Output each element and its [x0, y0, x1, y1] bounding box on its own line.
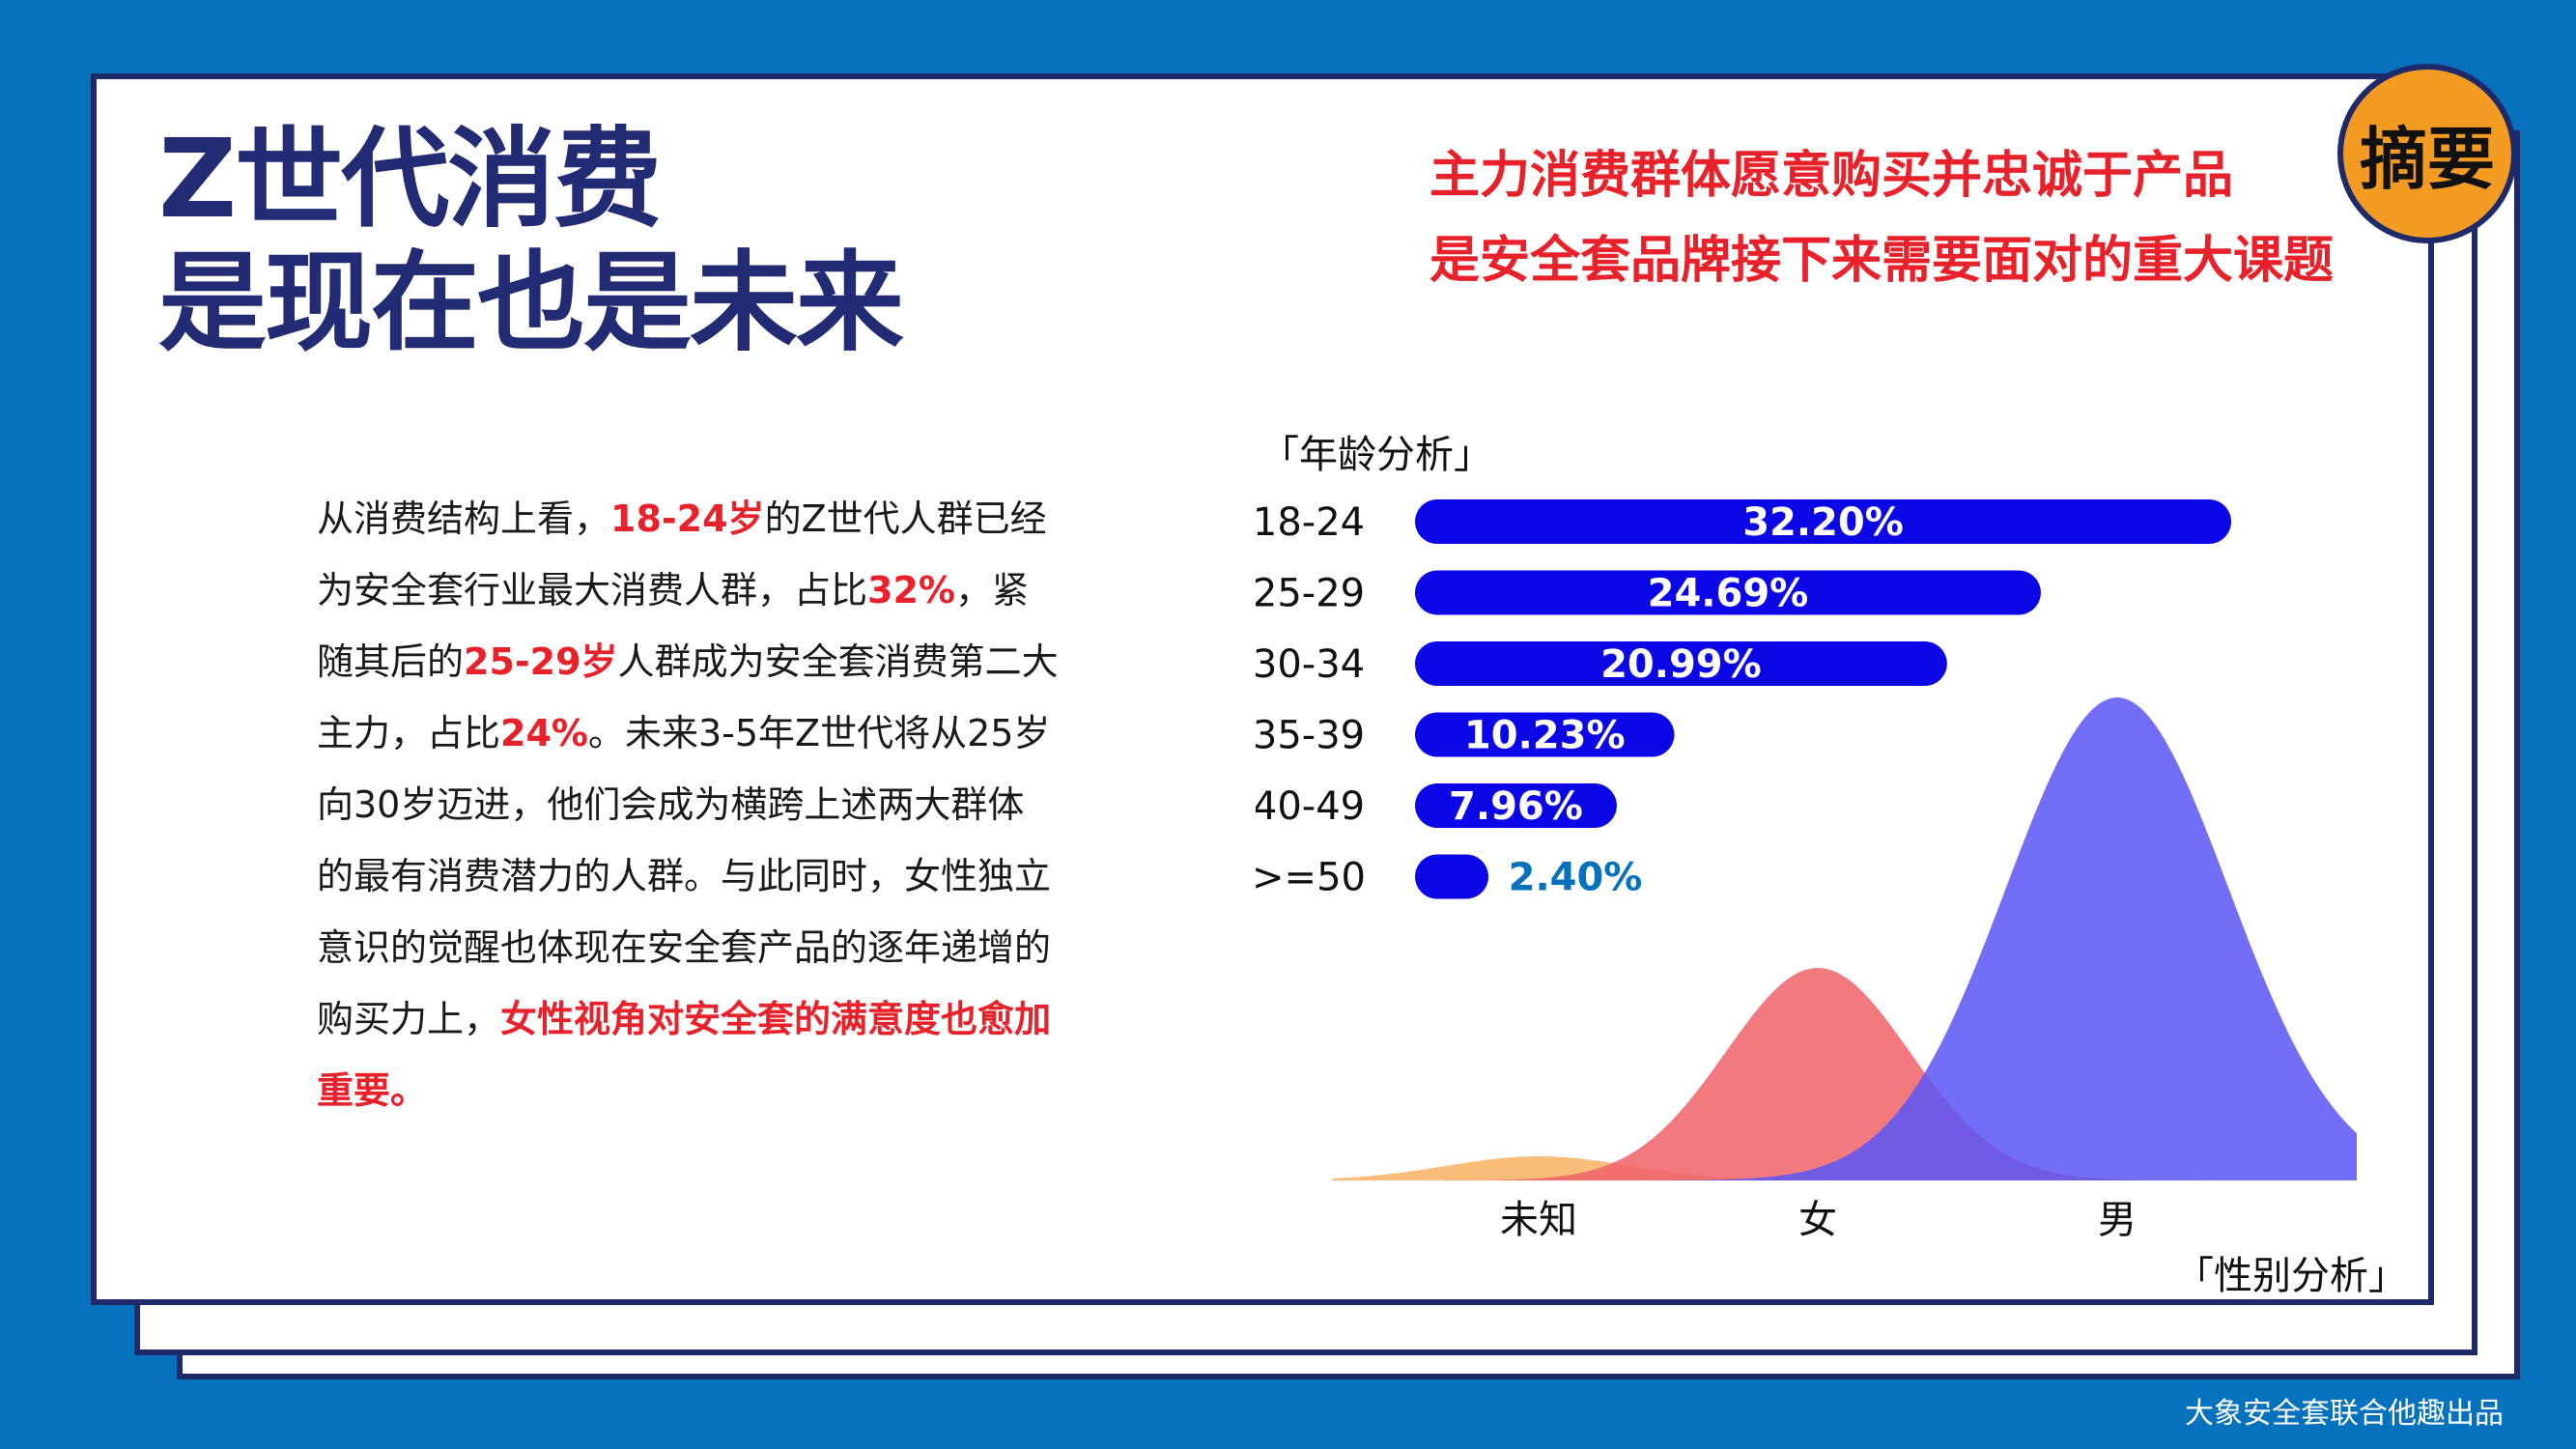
age-category-label: 35-39	[1256, 714, 1365, 758]
highlight-text: 18-24岁	[610, 497, 765, 540]
summary-line-1: 主力消费群体愿意购买并忠诚于产品	[1430, 147, 2234, 205]
gender-category-label: 未知	[1500, 1198, 1577, 1242]
summary: 主力消费群体愿意购买并忠诚于产品 是安全套品牌接下来需要面对的重大课题	[1430, 133, 2405, 303]
gender-curve-2	[1333, 697, 2357, 1180]
badge-label: 摘要	[2360, 119, 2495, 199]
page-title: Z世代消费 是现在也是未来	[158, 117, 904, 366]
body-text-segment: 人群成为安全套消费第二大主力，占比	[317, 640, 1059, 754]
gender-curve-1	[1333, 968, 2357, 1180]
age-value-label: 7.96%	[1449, 784, 1583, 829]
highlight-text: 24%	[500, 712, 588, 754]
age-category-label: 25-29	[1256, 572, 1365, 616]
body-text-segment: 。未来3-5年Z世代将从25岁向30岁迈进，他们会成为横跨上述两大群体的最有消费…	[317, 712, 1052, 1040]
body-text-segment: ，紧随其后的	[317, 569, 1029, 683]
age-bar	[1415, 499, 2231, 544]
summary-badge: 摘要	[2337, 64, 2517, 243]
body-text-segment: 从消费结构上看，	[317, 497, 611, 540]
gender-category-label: 女	[1798, 1198, 1837, 1242]
age-bar	[1415, 783, 1617, 828]
age-category-label: 40-49	[1256, 784, 1365, 829]
age-bar	[1415, 712, 1675, 757]
highlight-text: 女性视角对安全套的满意度也愈加重要。	[317, 998, 1052, 1112]
age-bar-chart: 18-24 32.20% 25-29 24.69% 30-34 20.99% 35-39 10…	[1256, 499, 2231, 900]
age-value-label: 10.23%	[1464, 714, 1626, 758]
title-line-2: 是现在也是未来	[158, 241, 904, 366]
title-line-1: Z世代消费	[158, 117, 662, 242]
summary-line-2: 是安全套品牌接下来需要面对的重大课题	[1430, 232, 2335, 290]
highlight-text: 25-29岁	[464, 640, 618, 683]
age-chart-title: 「年龄分析」	[1260, 433, 1492, 477]
body-paragraph: 从消费结构上看，18-24岁的Z世代人群已经为安全套行业最大消费人群，占比32%…	[317, 483, 1061, 1126]
age-bar	[1415, 641, 1947, 686]
age-category-label: 18-24	[1256, 500, 1365, 545]
age-bar	[1415, 570, 2041, 615]
age-category-label: >=50	[1256, 856, 1366, 900]
body-text-segment: 的Z世代人群已经为安全套行业最大消费人群，占比	[317, 497, 1047, 611]
age-value-label: 24.69%	[1648, 572, 1809, 616]
age-value-label: 20.99%	[1600, 642, 1762, 687]
age-bar	[1415, 854, 1488, 899]
age-value-label: 2.40%	[1509, 856, 1643, 900]
gender-category-label: 男	[2098, 1198, 2137, 1242]
gender-area-chart: 未知 女 男	[1333, 697, 2357, 1242]
highlight-text: 32%	[867, 569, 955, 611]
gender-chart-title: 「性别分析」	[2175, 1254, 2407, 1298]
footer-credit: 大象安全套联合他趣出品	[2185, 1397, 2504, 1431]
age-value-label: 32.20%	[1742, 500, 1904, 545]
age-category-label: 30-34	[1256, 642, 1365, 687]
